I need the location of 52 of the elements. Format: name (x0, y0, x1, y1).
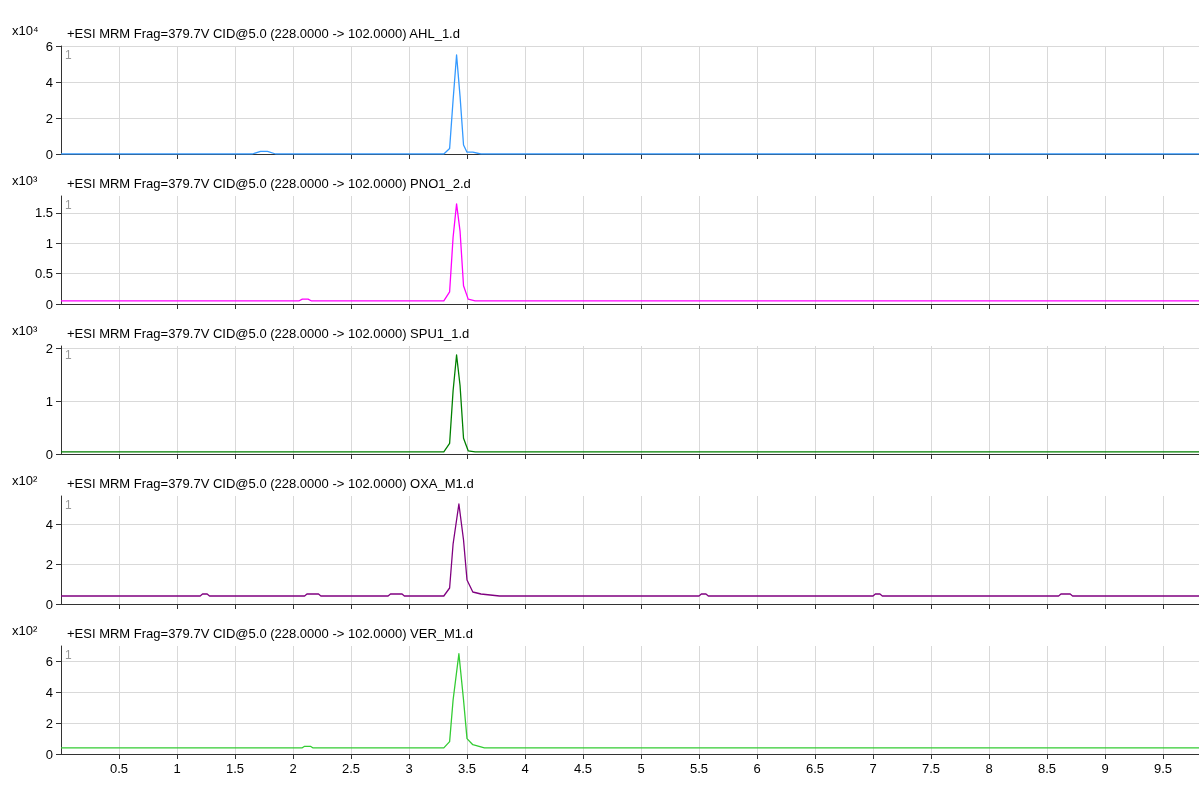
y-axis-title: x10² (12, 623, 38, 638)
y-tick-label: 0 (45, 446, 53, 462)
annotation: 1 (65, 648, 72, 662)
x-tick-label: 5 (637, 761, 645, 776)
x-tick-label: 8 (985, 761, 993, 776)
x-tick-label: 1 (173, 761, 181, 776)
chart-title: +ESI MRM Frag=379.7V CID@5.0 (228.0000 -> 102.0000) AHL_1.d (67, 26, 460, 41)
x-tick-label: 9.5 (1154, 761, 1173, 776)
y-tick-label: 2 (45, 556, 53, 572)
x-tick-label: 6.5 (805, 761, 825, 776)
x-tick-label: 8.5 (1038, 761, 1057, 776)
y-tick-label: 2 (45, 110, 53, 126)
chart-title: +ESI MRM Frag=379.7V CID@5.0 (228.0000 -> 102.0000) VER_M1.d (67, 626, 473, 641)
y-tick-label: 4 (45, 516, 53, 532)
y-tick-label: 2 (45, 715, 53, 731)
chart-title: +ESI MRM Frag=379.7V CID@5.0 (228.0000 -> 102.0000) SPU1_1.d (67, 326, 470, 341)
x-tick-label: 6 (753, 761, 761, 776)
x-tick-label: 4 (521, 761, 529, 776)
y-tick-label: 6 (45, 653, 53, 669)
x-tick-label: 7.5 (921, 761, 941, 776)
y-tick-label: 1.5 (34, 205, 53, 221)
x-tick-label: 2.5 (341, 761, 361, 776)
y-tick-label: 1 (45, 393, 53, 409)
y-axis-title: x10⁴ (12, 23, 39, 38)
annotation: 1 (65, 48, 72, 62)
annotation: 1 (65, 198, 72, 212)
y-axis-title: x10³ (12, 323, 38, 338)
y-tick-label: 0 (45, 146, 53, 162)
x-tick-label: 0.5 (109, 761, 129, 776)
y-axis-title: x10³ (12, 173, 38, 188)
y-tick-label: 6 (45, 38, 53, 54)
x-tick-label: 2 (289, 761, 297, 776)
y-axis-title: x10² (12, 473, 38, 488)
annotation: 1 (65, 498, 72, 512)
x-tick-label: 7 (869, 761, 877, 776)
x-tick-label: 3 (405, 761, 413, 776)
y-tick-label: 0 (45, 296, 53, 312)
y-tick-label: 2 (45, 341, 53, 357)
x-tick-label: 5.5 (689, 761, 709, 776)
x-tick-label: 3.5 (457, 761, 477, 776)
y-tick-label: 4 (45, 74, 53, 90)
chart-title: +ESI MRM Frag=379.7V CID@5.0 (228.0000 -> 102.0000) PNO1_2.d (67, 176, 471, 191)
x-tick-label: 1.5 (225, 761, 245, 776)
y-tick-label: 1 (45, 235, 53, 251)
y-tick-label: 4 (45, 684, 53, 700)
x-tick-label: 4.5 (573, 761, 593, 776)
y-tick-label: 0 (45, 596, 53, 612)
annotation: 1 (65, 348, 72, 362)
chart-title: +ESI MRM Frag=379.7V CID@5.0 (228.0000 -> 102.0000) OXA_M1.d (67, 476, 474, 491)
y-tick-label: 0.5 (34, 266, 53, 282)
x-tick-label: 9 (1101, 761, 1109, 776)
y-tick-label: 0 (45, 746, 53, 762)
